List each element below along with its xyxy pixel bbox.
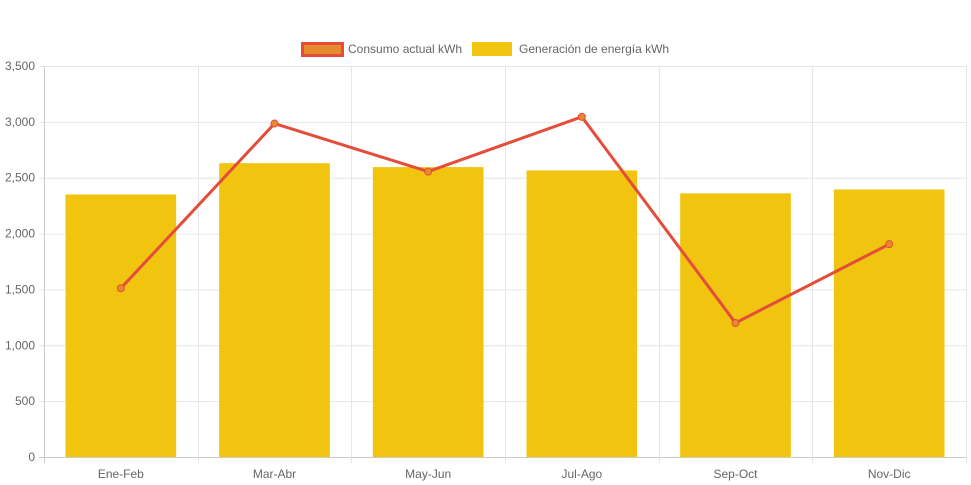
legend-item-generacion: Generación de energía kWh: [472, 42, 669, 56]
y-axis: 0 500 1,000 1,500 2,000 2,500 3,000 3,500: [5, 59, 35, 464]
bar: [833, 189, 945, 458]
x-tick-label: Jul-Ago: [561, 467, 602, 481]
legend-label: Generación de energía kWh: [519, 42, 669, 56]
y-tick-label: 3,000: [5, 115, 35, 129]
y-tick-label: 2,000: [5, 227, 35, 241]
x-tick-label: Mar-Abr: [253, 467, 296, 481]
y-tick-label: 500: [15, 394, 35, 408]
y-tick-label: 3,500: [5, 59, 35, 73]
legend: Consumo actual kWh Generación de energía …: [301, 42, 669, 57]
y-tick-label: 1,000: [5, 338, 35, 352]
x-axis: Ene-Feb Mar-Abr May-Jun Jul-Ago Sep-Oct Nov-D…: [98, 467, 911, 481]
series-line: [119, 115, 890, 325]
bar: [65, 194, 177, 457]
line-point: [885, 240, 894, 249]
bar: [219, 163, 330, 458]
grid: [39, 66, 967, 463]
bar: [372, 167, 484, 457]
line-point: [116, 284, 125, 293]
legend-label: Consumo actual kWh: [348, 42, 462, 56]
line-point: [270, 119, 279, 128]
x-tick-label: May-Jun: [405, 467, 451, 481]
x-tick-label: Sep-Oct: [713, 467, 758, 481]
legend-item-consumo: Consumo actual kWh: [301, 42, 462, 57]
legend-swatch: [301, 42, 344, 57]
legend-swatch: [472, 42, 512, 56]
line-point: [577, 112, 586, 121]
x-tick-label: Nov-Dic: [868, 467, 911, 481]
line-point: [731, 318, 740, 327]
line-series: [116, 112, 894, 327]
bar: [526, 170, 638, 457]
x-tick-label: Ene-Feb: [98, 467, 144, 481]
bar-series: [65, 163, 945, 458]
y-tick-label: 1,500: [5, 282, 35, 296]
line-point: [424, 167, 433, 176]
y-tick-label: 2,500: [5, 171, 35, 185]
y-tick-label: 0: [28, 450, 35, 464]
